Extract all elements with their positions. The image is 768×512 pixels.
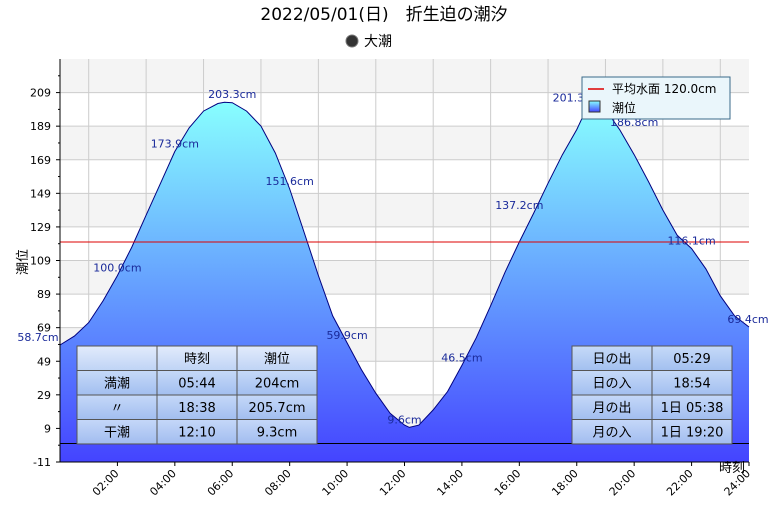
sun-moon-text: 日の入 bbox=[592, 377, 631, 392]
sun-moon-text: 日の出 bbox=[592, 352, 631, 367]
x-tick-label: 20:00 bbox=[607, 467, 639, 499]
data-label: 58.7cm bbox=[17, 331, 58, 344]
tide-table-cell bbox=[76, 419, 158, 445]
tide-table-text: 満潮 bbox=[104, 377, 130, 392]
sun-moon-cell bbox=[651, 394, 733, 420]
sun-moon-cell bbox=[651, 370, 733, 396]
x-tick-label: 06:00 bbox=[205, 467, 237, 499]
y-tick-label: 189 bbox=[30, 120, 51, 133]
tide-table-cell bbox=[76, 345, 158, 371]
y-tick-labels: -11 9 29 49 69 89 109 129 149 169 189 209 bbox=[30, 75, 60, 469]
tide-curve bbox=[59, 101, 750, 428]
data-label: 173.9cm bbox=[151, 138, 199, 151]
tide-table-text: 9.3cm bbox=[257, 426, 298, 441]
sun-moon-text: 1日 19:20 bbox=[661, 426, 724, 441]
data-label: 137.2cm bbox=[495, 199, 543, 212]
legend-box bbox=[581, 76, 731, 120]
data-label: 100.0cm bbox=[93, 262, 141, 275]
tide-table-text: 〃 bbox=[110, 401, 123, 416]
sun-moon-table: 日の出 05:29 日の入 18:54 月の出 1日 05:38 月の入 1日 19:20 bbox=[571, 345, 733, 445]
x-tick-label: 04:00 bbox=[147, 467, 179, 499]
moon-phase-label: 大潮 bbox=[364, 34, 392, 50]
y-tick-label: -11 bbox=[33, 456, 51, 469]
x-tick-label: 08:00 bbox=[262, 467, 294, 499]
y-tick-label: 129 bbox=[30, 221, 51, 234]
y-tick-label: 149 bbox=[30, 187, 51, 200]
x-tick-labels: 02:00 04:00 06:00 08:00 10:00 12:00 14:00 16:00… bbox=[90, 462, 753, 499]
sun-moon-cell bbox=[571, 370, 653, 396]
data-label: 59.9cm bbox=[326, 329, 367, 342]
y-tick-label: 209 bbox=[30, 87, 51, 100]
x-tick-label: 02:00 bbox=[90, 467, 122, 499]
y-tick-label: 9 bbox=[44, 422, 51, 435]
data-label: 203.3cm bbox=[208, 88, 256, 101]
tide-table-cell bbox=[156, 370, 238, 396]
tide-table-text: 204cm bbox=[255, 377, 300, 392]
legend: 平均水面 120.0cm 潮位 bbox=[581, 76, 731, 120]
tide-table-text: 12:10 bbox=[178, 426, 215, 441]
legend-label-mean: 平均水面 120.0cm bbox=[612, 82, 716, 96]
legend-fill-swatch bbox=[588, 100, 601, 113]
y-axis-label: 潮位 bbox=[16, 249, 31, 275]
data-label: 116.1cm bbox=[667, 235, 715, 248]
x-tick-label: 22:00 bbox=[664, 467, 696, 499]
y-tick-label: 49 bbox=[37, 355, 51, 368]
data-label: 46.5cm bbox=[441, 351, 482, 364]
sun-moon-text: 1日 05:38 bbox=[661, 401, 724, 416]
moon-phase-icon bbox=[345, 34, 359, 48]
tide-table-cell bbox=[76, 370, 158, 396]
x-tick-label: 14:00 bbox=[434, 467, 466, 499]
tide-table-cell bbox=[236, 345, 318, 371]
tide-table-text: 18:38 bbox=[178, 401, 215, 416]
x-tick-label: 16:00 bbox=[492, 467, 524, 499]
sun-moon-cell bbox=[651, 345, 733, 371]
tide-table-text: 205.7cm bbox=[248, 401, 305, 416]
y-tick-label: 109 bbox=[30, 255, 51, 268]
y-tick-label: 169 bbox=[30, 154, 51, 167]
y-tick-label: 29 bbox=[37, 389, 51, 402]
x-tick-label: 18:00 bbox=[549, 467, 581, 499]
x-axis-label: 時刻 bbox=[719, 461, 745, 476]
y-tick-label: 89 bbox=[37, 288, 51, 301]
sun-moon-text: 月の入 bbox=[592, 426, 631, 441]
data-label: 151.6cm bbox=[266, 175, 314, 188]
tide-table-text: 干潮 bbox=[104, 426, 130, 441]
tide-table-cell bbox=[236, 419, 318, 445]
tide-table-text: 時刻 bbox=[184, 352, 210, 367]
legend-label-tide: 潮位 bbox=[612, 100, 636, 115]
sun-moon-cell bbox=[651, 419, 733, 445]
tide-table-cell bbox=[236, 394, 318, 420]
tide-table-text: 05:44 bbox=[178, 377, 215, 392]
tide-table-cell bbox=[76, 394, 158, 420]
data-label: 9.6cm bbox=[387, 413, 421, 426]
data-label: 69.4cm bbox=[727, 313, 768, 326]
sun-moon-text: 05:29 bbox=[673, 352, 710, 367]
sun-moon-cell bbox=[571, 419, 653, 445]
tide-table-text: 潮位 bbox=[264, 352, 290, 367]
y-tick-label: 69 bbox=[37, 322, 51, 335]
sun-moon-text: 月の出 bbox=[592, 401, 631, 416]
chart-title: 2022/05/01(日) 折生迫の潮汐 bbox=[260, 5, 507, 25]
x-tick-label: 12:00 bbox=[377, 467, 409, 499]
sun-moon-text: 18:54 bbox=[673, 377, 710, 392]
x-tick-label: 10:00 bbox=[320, 467, 352, 499]
